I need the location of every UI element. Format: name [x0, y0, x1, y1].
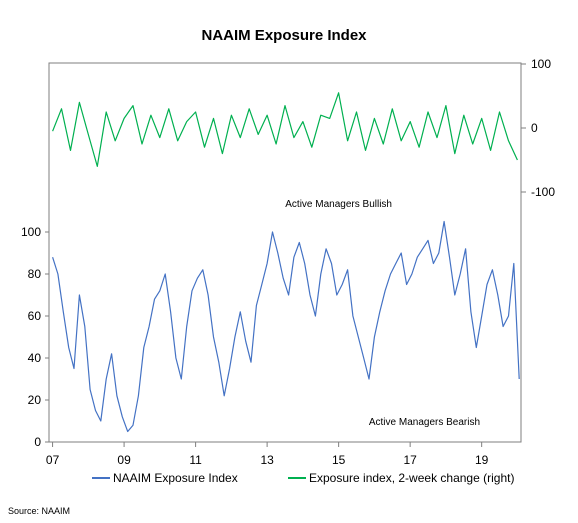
- right-tick-label: 0: [531, 121, 538, 135]
- plot-area: [48, 62, 522, 443]
- legend: NAAIM Exposure Index Exposure index, 2-we…: [92, 471, 514, 485]
- annotations: Active Managers Bullish Active Managers B…: [285, 199, 480, 428]
- x-tick-label: 13: [260, 453, 274, 467]
- left-tick-label: 80: [28, 267, 42, 281]
- x-tick-label: 07: [46, 453, 60, 467]
- left-tick-label: 40: [28, 351, 42, 365]
- right-tick-label: 100: [531, 57, 551, 71]
- left-axis: 0 20 40 60 80 100: [21, 225, 49, 449]
- x-tick-label: 17: [403, 453, 417, 467]
- x-tick-label: 15: [332, 453, 346, 467]
- series-lines: [52, 92, 520, 433]
- x-tick-label: 09: [117, 453, 131, 467]
- x-tick-label: 11: [189, 453, 202, 467]
- legend-label: NAAIM Exposure Index: [113, 471, 238, 485]
- annotation: Active Managers Bearish: [369, 417, 480, 428]
- source-note: Source: NAAIM: [8, 506, 70, 516]
- x-tick-label: 19: [475, 453, 489, 467]
- annotation: Active Managers Bullish: [285, 199, 392, 210]
- legend-label: Exposure index, 2-week change (right): [309, 471, 514, 485]
- left-tick-label: 0: [34, 435, 41, 449]
- chart-title: NAAIM Exposure Index: [201, 27, 367, 44]
- left-tick-label: 100: [21, 225, 41, 239]
- left-tick-label: 20: [28, 393, 42, 407]
- naaim-exposure-index-line: [52, 220, 520, 433]
- x-axis: 07 09 11 13 15 17 19: [46, 442, 489, 467]
- right-axis: -100 0 100: [521, 57, 555, 199]
- right-tick-label: -100: [531, 185, 555, 199]
- left-tick-label: 60: [28, 309, 42, 323]
- two-week-change-line: [52, 92, 518, 167]
